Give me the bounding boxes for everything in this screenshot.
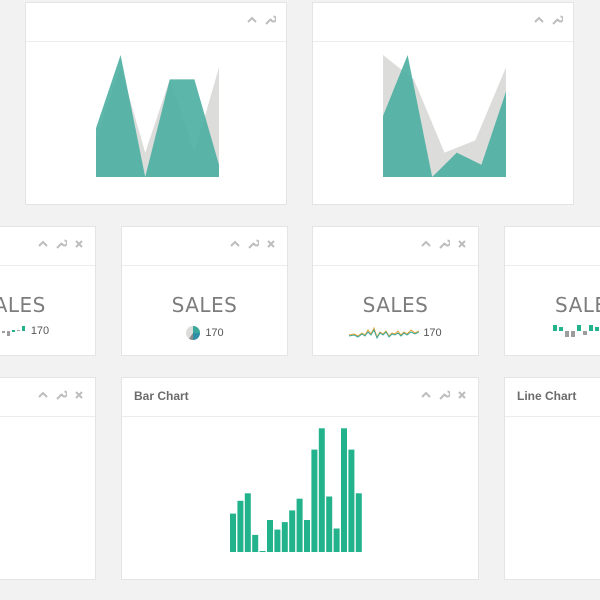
bar <box>318 428 325 552</box>
bar <box>237 500 244 552</box>
sales-label: SALES <box>0 293 46 317</box>
bar <box>267 520 273 552</box>
panel-header <box>0 227 95 266</box>
wrench-icon[interactable] <box>55 389 67 401</box>
panel-header <box>505 227 600 266</box>
area-series-1 <box>96 55 219 177</box>
bar <box>304 520 310 552</box>
bar-sparkline <box>553 325 599 337</box>
wrench-icon[interactable] <box>55 238 67 250</box>
bar <box>355 493 362 552</box>
wrench-icon[interactable] <box>247 238 259 250</box>
close-icon[interactable] <box>456 389 468 401</box>
sales-stat <box>553 325 600 339</box>
bar <box>296 498 303 552</box>
area-chart-panel-1 <box>25 2 287 205</box>
sales-value: 170 <box>423 327 442 339</box>
bar <box>281 522 288 552</box>
area-series-1 <box>383 55 506 177</box>
wrench-icon[interactable] <box>438 238 450 250</box>
bar <box>311 449 318 552</box>
panel-header <box>313 227 478 266</box>
chevron-up-icon[interactable] <box>420 238 432 250</box>
bar <box>348 449 355 552</box>
panel-header <box>122 227 287 266</box>
line-chart-panel: Line Chart <box>504 377 600 580</box>
panel-header: Bar Chart <box>122 378 478 417</box>
panel-tools <box>420 389 468 401</box>
bar <box>252 534 259 552</box>
chevron-up-icon[interactable] <box>37 238 49 250</box>
chevron-up-icon[interactable] <box>420 389 432 401</box>
panel-title: Line Chart <box>517 389 577 403</box>
mini-bar-sparkline <box>1 326 25 336</box>
bar <box>326 496 333 552</box>
area-chart-panel-2 <box>312 2 574 205</box>
panel-tools <box>37 238 85 250</box>
bar <box>244 493 251 552</box>
panel-tools <box>229 238 277 250</box>
bar <box>259 551 266 552</box>
wrench-icon[interactable] <box>551 14 563 26</box>
close-icon[interactable] <box>73 389 85 401</box>
wrench-icon[interactable] <box>438 389 450 401</box>
close-icon[interactable] <box>456 238 468 250</box>
chevron-up-icon[interactable] <box>37 389 49 401</box>
panel-tools <box>37 389 85 401</box>
bar-chart <box>230 428 362 552</box>
panel-header <box>26 3 286 42</box>
bar <box>333 528 340 552</box>
sales-stat: 170 <box>122 325 287 341</box>
sales-widget-4: SALES <box>504 226 600 356</box>
panel-tools <box>246 14 276 26</box>
sales-widget-3: SALES 170 <box>312 226 479 356</box>
area-chart-2 <box>383 55 506 177</box>
sales-label: SALES <box>555 293 600 317</box>
sales-label: SALES <box>362 293 429 317</box>
sales-widget-1: SALES 170 <box>0 226 96 356</box>
panel-header: Line Chart <box>505 378 600 417</box>
sales-value: 170 <box>205 327 224 339</box>
panel-header <box>0 378 95 417</box>
chevron-up-icon[interactable] <box>246 14 258 26</box>
panel-title: Bar Chart <box>134 389 189 403</box>
sales-stat: 170 <box>0 325 95 337</box>
wrench-icon[interactable] <box>264 14 276 26</box>
bar <box>341 428 347 552</box>
bar <box>289 510 296 552</box>
panel-header <box>313 3 573 42</box>
sales-stat: 170 <box>313 325 478 341</box>
pie-sparkline <box>186 326 201 340</box>
empty-panel <box>0 377 96 580</box>
bar-chart-panel: Bar Chart <box>121 377 479 580</box>
panel-tools <box>420 238 468 250</box>
sales-value: 170 <box>30 325 50 337</box>
chevron-up-icon[interactable] <box>229 238 241 250</box>
close-icon[interactable] <box>73 238 85 250</box>
bar <box>230 513 236 552</box>
panel-tools <box>533 14 563 26</box>
line-sparkline <box>349 326 420 340</box>
sales-widget-2: SALES 170 <box>121 226 288 356</box>
close-icon[interactable] <box>265 238 277 250</box>
sales-label: SALES <box>171 293 238 317</box>
bar <box>274 529 281 552</box>
chevron-up-icon[interactable] <box>533 14 545 26</box>
area-chart-1 <box>96 55 219 177</box>
